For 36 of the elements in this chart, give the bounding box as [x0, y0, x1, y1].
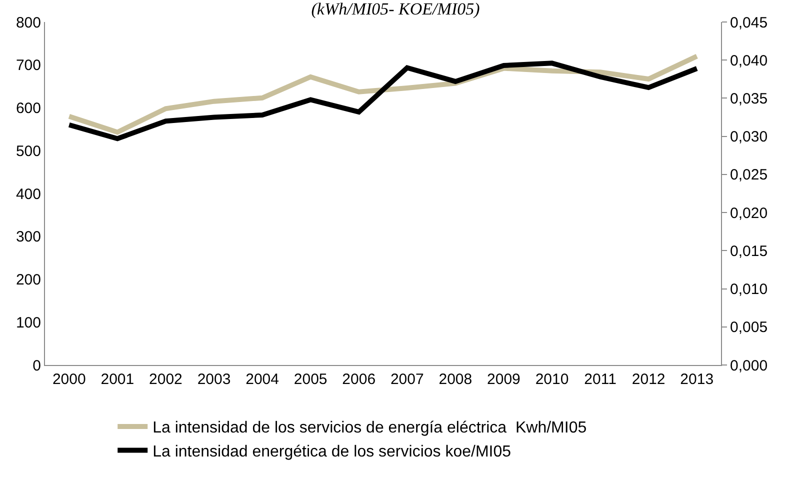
x-tick-label: 2006	[342, 371, 376, 388]
legend-label: La intensidad de los servicios de energía eléctrica Kwh/MI05	[152, 420, 587, 437]
y-tick-label: 200	[16, 272, 41, 288]
y-tick-label: 100	[16, 314, 41, 332]
x-tick-label: 2012	[632, 371, 666, 388]
x-tick-label: 2011	[584, 371, 616, 388]
y2-tick-label: 0,030	[730, 128, 768, 146]
y2-tick-label: 0,035	[730, 90, 768, 108]
y-tick-label: 0	[32, 357, 41, 374]
y2-tick-label: 0,015	[730, 242, 768, 260]
x-tick-label: 2010	[535, 371, 569, 388]
x-tick-label: 2007	[390, 371, 424, 388]
y-tick-label: 400	[16, 186, 41, 203]
y2-tick-label: 0,040	[730, 52, 768, 70]
x-tick-label: 2004	[246, 371, 279, 388]
x-tick-label: 2000	[52, 371, 86, 388]
legend-label: La intensidad energética de los servicios koe/MI05	[152, 444, 512, 461]
y2-tick-label: 0,005	[730, 319, 768, 336]
y-tick-label: 800	[16, 14, 41, 32]
x-tick-label: 2009	[487, 371, 520, 388]
y-tick-label: 600	[16, 100, 41, 117]
x-tick-label: 2002	[149, 371, 182, 388]
y2-tick-label: 0,020	[730, 204, 768, 222]
y-tick-label: 700	[16, 57, 41, 74]
y2-tick-label: 0,000	[730, 357, 768, 374]
y2-tick-label: 0,025	[730, 166, 768, 184]
y-tick-label: 300	[16, 228, 41, 246]
x-tick-label: 2003	[197, 371, 231, 388]
x-tick-label: 2001	[100, 371, 134, 388]
y2-tick-label: 0,045	[730, 14, 768, 32]
x-tick-label: 2013	[680, 371, 714, 388]
x-tick-label: 2005	[294, 371, 328, 388]
x-tick-label: 2008	[438, 371, 472, 388]
chart-title: (kWh/MI05- KOE/MI05)	[311, 0, 480, 18]
y2-tick-label: 0,010	[730, 281, 768, 298]
y-tick-label: 500	[16, 142, 41, 160]
